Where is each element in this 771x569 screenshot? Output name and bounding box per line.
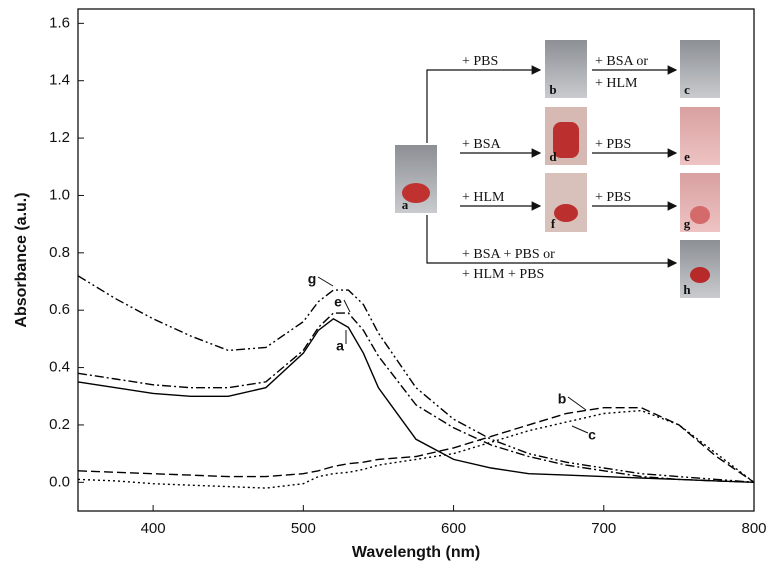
step-label: + PBS bbox=[462, 54, 498, 69]
tube-photo bbox=[545, 173, 587, 232]
step-label: + HLM bbox=[462, 190, 505, 205]
label-pointer bbox=[317, 276, 334, 287]
inset: a b c d e f g h + PBS + BSA or + HLM + BSA + PBS + HL… bbox=[395, 40, 720, 298]
x-tick-label: 500 bbox=[291, 520, 316, 537]
label-pointer bbox=[567, 396, 587, 411]
y-tick-label: 0.6 bbox=[49, 301, 70, 318]
series-line bbox=[77, 312, 755, 483]
step-label: + HLM + PBS bbox=[462, 267, 544, 282]
x-tick-label: 700 bbox=[591, 520, 616, 537]
tube-photo bbox=[680, 40, 720, 98]
y-tick-label: 0.4 bbox=[49, 359, 70, 376]
step-label: + PBS bbox=[595, 190, 631, 205]
y-tick-label: 1.6 bbox=[49, 14, 70, 31]
curve-label: c bbox=[588, 427, 596, 443]
step-label: + BSA bbox=[462, 137, 502, 152]
x-tick-label: 600 bbox=[441, 520, 466, 537]
label-pointer bbox=[343, 299, 351, 313]
tube-label: g bbox=[684, 216, 691, 231]
y-tick-label: 0.0 bbox=[49, 473, 70, 490]
y-tick-label: 1.0 bbox=[49, 186, 70, 203]
step-label: + HLM bbox=[595, 76, 638, 91]
tube-photo bbox=[680, 107, 720, 165]
x-axis-title: Wavelength (nm) bbox=[352, 544, 480, 561]
step-label: + PBS bbox=[595, 137, 631, 152]
step-label: + BSA + PBS or bbox=[462, 247, 555, 262]
tube-photo bbox=[545, 40, 587, 98]
series-line bbox=[77, 275, 755, 483]
tube-photo bbox=[545, 107, 587, 165]
y-tick-label: 1.4 bbox=[49, 72, 70, 89]
tube-label: b bbox=[549, 82, 556, 97]
y-tick-label: 0.8 bbox=[49, 244, 70, 261]
series-line bbox=[77, 409, 755, 489]
tube-label: d bbox=[549, 149, 557, 164]
tube-photo bbox=[680, 173, 720, 232]
series-line bbox=[77, 407, 755, 483]
curve-label: g bbox=[308, 271, 317, 287]
tube-label: a bbox=[402, 197, 409, 212]
tube-photo bbox=[680, 240, 720, 298]
curve-label: e bbox=[334, 294, 342, 310]
tube-label: e bbox=[684, 149, 690, 164]
y-axis-title: Absorbance (a.u.) bbox=[13, 192, 30, 327]
label-pointer bbox=[571, 425, 589, 434]
x-tick-label: 800 bbox=[741, 520, 766, 537]
series-line bbox=[77, 317, 755, 483]
arrows bbox=[426, 65, 678, 268]
step-label: + BSA or bbox=[595, 54, 648, 69]
tube-photo bbox=[395, 145, 437, 213]
tube-label: c bbox=[684, 82, 690, 97]
y-tick-label: 1.2 bbox=[49, 129, 70, 146]
tube-label: h bbox=[683, 282, 691, 297]
tube-label: f bbox=[551, 216, 556, 231]
plot-frame bbox=[77, 8, 755, 512]
curve-label: a bbox=[336, 338, 344, 354]
x-tick-label: 400 bbox=[141, 520, 166, 537]
curve-label: b bbox=[558, 391, 567, 407]
y-tick-label: 0.2 bbox=[49, 416, 70, 433]
